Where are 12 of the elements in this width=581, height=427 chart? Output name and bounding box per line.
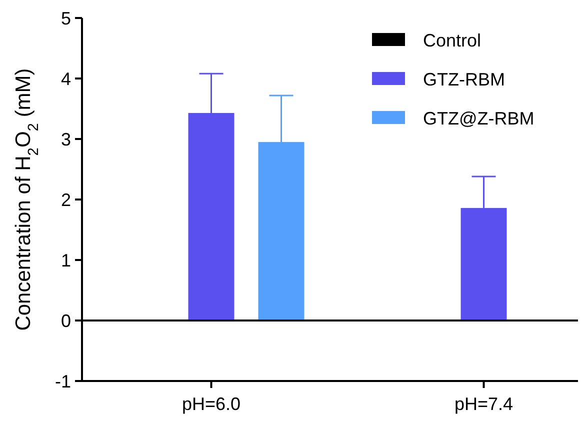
legend-label: Control	[423, 30, 482, 50]
legend-label: GTZ@Z-RBM	[423, 108, 534, 128]
x-tick-label: pH=7.4	[454, 394, 514, 414]
y-tick-label: -1	[54, 371, 71, 392]
y-tick-label: 5	[60, 8, 71, 28]
y-tick-label: 2	[60, 190, 71, 210]
y-tick-label: 0	[60, 310, 71, 331]
legend-label: GTZ-RBM	[423, 69, 505, 90]
y-tick-label: 3	[60, 129, 71, 150]
y-tick-label: 1	[60, 250, 71, 270]
x-tick-label: pH=6.0	[182, 394, 241, 414]
y-tick-label: 4	[60, 68, 71, 89]
